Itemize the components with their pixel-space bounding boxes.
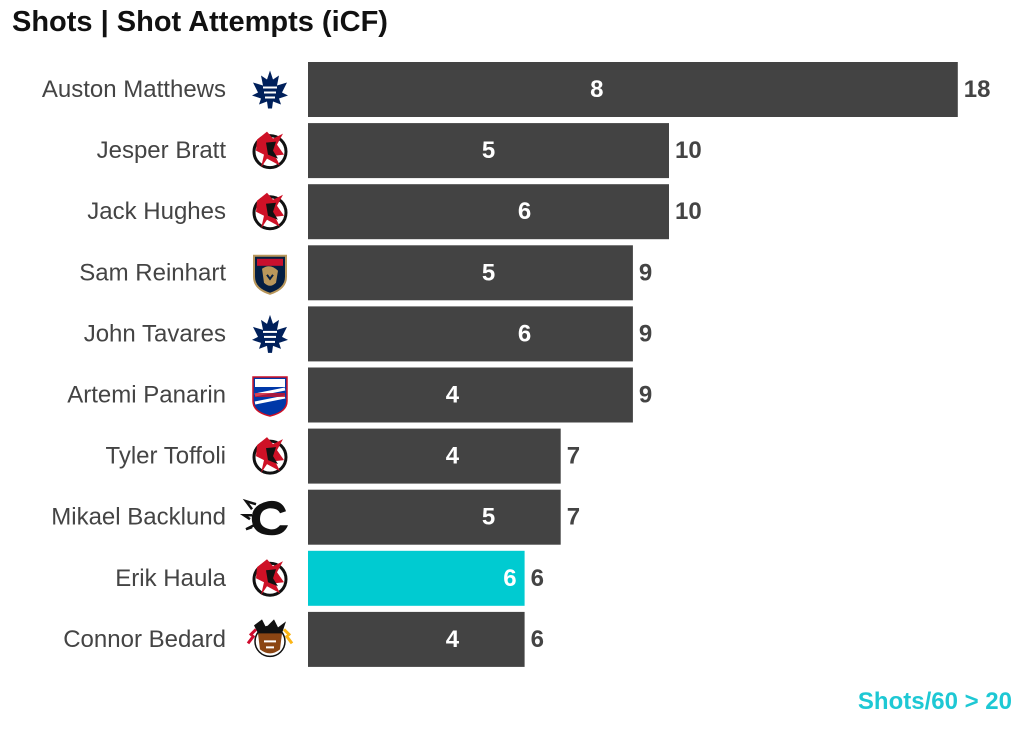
toronto-maple-leafs-logo-icon [252, 70, 288, 109]
new-jersey-devils-logo-icon [252, 131, 288, 170]
bar [308, 245, 633, 301]
player-label: Sam Reinhart [79, 259, 226, 286]
player-label: Mikael Backlund [51, 504, 226, 531]
icf-value-label: 7 [567, 504, 580, 531]
new-jersey-devils-logo-icon [252, 437, 288, 475]
shots-value-label: 5 [482, 259, 495, 286]
new-york-rangers-logo-icon [252, 376, 288, 417]
icf-value-label: 9 [639, 259, 652, 286]
shots-value-label: 6 [518, 320, 531, 347]
player-label: Artemi Panarin [67, 382, 226, 409]
shots-value-label: 5 [482, 504, 495, 531]
new-jersey-devils-logo-icon [252, 192, 288, 231]
player-label: Erik Haula [115, 565, 226, 592]
player-label: Connor Bedard [63, 626, 226, 653]
bar [308, 611, 525, 667]
player-label: Jesper Bratt [97, 137, 227, 164]
bar [308, 489, 561, 545]
shots-value-label: 6 [518, 198, 531, 225]
shots-value-label: 4 [446, 626, 460, 653]
icf-value-label: 7 [567, 443, 580, 470]
shots-value-label: 8 [590, 76, 603, 103]
icf-value-label: 9 [639, 382, 652, 409]
bar [308, 306, 633, 362]
bar [308, 367, 633, 423]
new-jersey-devils-logo-icon [252, 559, 288, 597]
bar [308, 550, 525, 606]
player-label: Jack Hughes [87, 198, 226, 225]
shots-value-label: 4 [446, 382, 460, 409]
toronto-maple-leafs-logo-icon [252, 314, 288, 353]
icf-value-label: 9 [639, 320, 652, 347]
bar [308, 184, 669, 240]
chicago-blackhawks-logo-icon [246, 619, 294, 658]
player-label: John Tavares [84, 320, 226, 347]
shots-value-label: 4 [446, 443, 460, 470]
icf-value-label: 10 [675, 198, 702, 225]
shots-value-label: 5 [482, 137, 495, 164]
chart-title: Shots | Shot Attempts (iCF) [12, 6, 388, 38]
icf-value-label: 10 [675, 137, 702, 164]
bar [308, 123, 669, 179]
bar [308, 62, 958, 117]
player-label: Auston Matthews [42, 76, 226, 103]
shots-value-label: 6 [503, 565, 516, 592]
icf-value-label: 6 [531, 626, 544, 653]
icf-value-label: 18 [964, 76, 991, 103]
calgary-flames-logo-icon [239, 498, 288, 536]
florida-panthers-logo-icon [253, 254, 287, 295]
player-label: Tyler Toffoli [105, 443, 226, 470]
icf-value-label: 6 [531, 565, 544, 592]
bar [308, 428, 561, 484]
footnote-filter: Shots/60 > 20 [857, 688, 1012, 715]
